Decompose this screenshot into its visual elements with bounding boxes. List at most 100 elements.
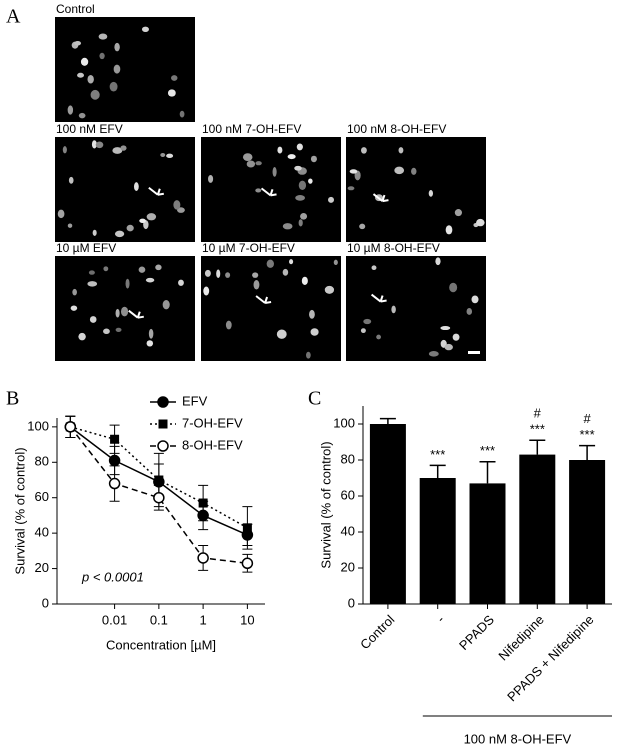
y-tick-label: 40 [35, 525, 49, 540]
nucleus [146, 213, 157, 221]
nucleus [68, 176, 74, 184]
group-label: 100 nM 8-OH-EFV [464, 731, 572, 746]
nucleus [361, 147, 367, 154]
nucleus [308, 178, 313, 184]
panel-label: C [308, 388, 321, 410]
nucleus [266, 259, 275, 268]
hash-mark: # [534, 406, 542, 421]
nucleus [301, 276, 308, 285]
nucleus [225, 320, 232, 330]
nucleus [115, 327, 122, 332]
annotation: p < 0.0001 [81, 569, 144, 584]
bar [469, 483, 506, 604]
error-bar [579, 444, 596, 460]
micrograph [201, 256, 341, 361]
nucleus [298, 180, 307, 191]
nucleus [252, 272, 259, 278]
nucleus [167, 89, 176, 97]
panel-label: B [6, 388, 19, 410]
nucleus [445, 225, 453, 235]
nucleus [333, 259, 338, 266]
panel-label: A [6, 6, 21, 28]
nucleus [99, 52, 105, 60]
bar [419, 478, 456, 604]
nucleus [178, 279, 184, 286]
nucleus [87, 281, 98, 287]
nucleus [428, 189, 434, 197]
nucleus [141, 26, 149, 32]
arrow [255, 295, 272, 304]
nucleus [112, 147, 123, 154]
nucleus [246, 160, 256, 168]
marker [197, 552, 209, 564]
nucleus [57, 209, 65, 219]
nucleus [282, 223, 293, 230]
scale-bar [468, 351, 480, 354]
nucleus [347, 186, 355, 191]
y-tick-label: 0 [348, 595, 355, 610]
y-tick-label: 20 [35, 560, 49, 575]
marker [108, 454, 121, 467]
bar [519, 454, 556, 604]
marker [110, 434, 120, 444]
nucleus [476, 218, 485, 227]
nucleus [466, 308, 473, 315]
micrograph [201, 137, 341, 242]
nucleus [133, 182, 139, 191]
marker [154, 475, 164, 485]
nucleus [277, 146, 283, 154]
nucleus [114, 230, 125, 238]
micrograph [55, 17, 195, 122]
nucleus [113, 64, 121, 74]
y-tick-label: 20 [341, 559, 355, 574]
nucleus [89, 316, 97, 323]
y-tick-label: 40 [341, 523, 355, 538]
y-tick-label: 0 [42, 595, 49, 610]
nucleus [62, 146, 67, 154]
hash-mark: # [583, 411, 591, 426]
nucleus [435, 257, 441, 266]
nucleus [126, 224, 134, 232]
nucleus [162, 300, 170, 310]
nucleus [360, 328, 366, 334]
x-tick-label: - [434, 612, 448, 626]
x-tick-label: 0.01 [102, 612, 127, 627]
image-caption: 10 µM 7-OH-EFV [202, 241, 295, 255]
x-tick-label: Nifedipine [495, 612, 546, 663]
image-caption: 10 µM EFV [56, 241, 116, 255]
nucleus [444, 343, 453, 351]
legend-label: EFV [182, 393, 208, 408]
significance: *** [480, 443, 495, 458]
nucleus [92, 229, 97, 236]
marker [198, 498, 208, 508]
marker [241, 557, 254, 570]
nucleus [298, 219, 303, 227]
x-tick-label: Control [357, 612, 397, 652]
legend-label: 7-OH-EFV [182, 415, 243, 430]
x-tick-label: PPADS [456, 612, 497, 653]
nucleus [306, 351, 311, 359]
nucleus [78, 332, 86, 341]
nucleus [90, 89, 100, 100]
y-tick-label: 80 [35, 454, 49, 469]
nucleus [148, 328, 154, 339]
nucleus [109, 81, 118, 92]
nucleus [300, 212, 308, 220]
nucleus [287, 154, 296, 160]
nucleus [349, 169, 358, 174]
nucleus [471, 295, 479, 304]
nucleus [120, 306, 129, 317]
nucleus [80, 57, 89, 66]
nucleus [74, 40, 82, 46]
y-tick-label: 60 [341, 487, 355, 502]
nucleus [146, 340, 154, 347]
y-axis-label: Survival (% of control) [318, 441, 333, 568]
significance: *** [530, 422, 545, 437]
nucleus [204, 269, 211, 277]
nucleus [449, 282, 458, 293]
nucleus [103, 266, 109, 272]
nucleus [359, 223, 366, 230]
image-caption: 100 nM 7-OH-EFV [202, 122, 301, 136]
significance: *** [580, 427, 595, 442]
